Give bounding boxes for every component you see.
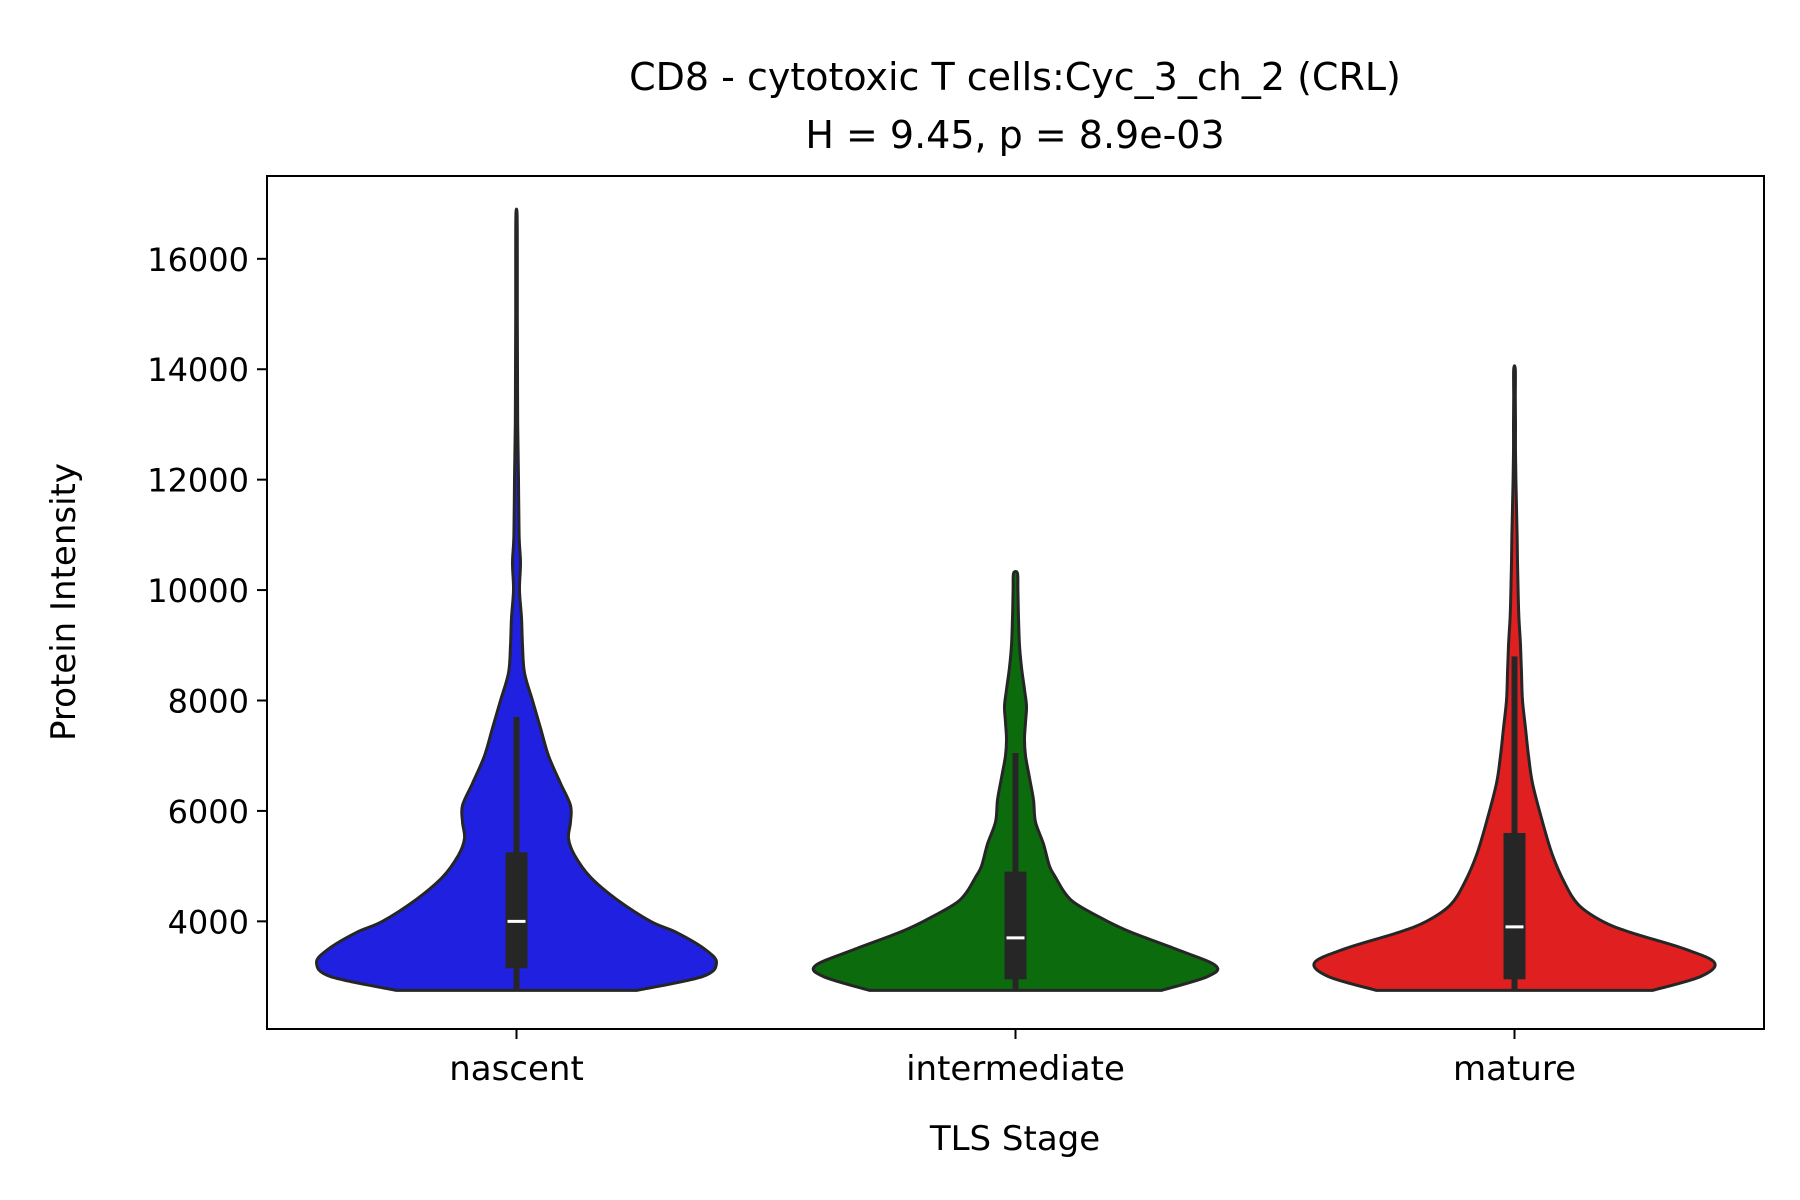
- violin-mature: [1312, 364, 1717, 992]
- x-tick-label-intermediate: intermediate: [906, 1049, 1125, 1089]
- x-tick-label-nascent: nascent: [449, 1049, 584, 1089]
- violin-intermediate: [811, 570, 1220, 992]
- y-axis-label: Protein Intensity: [44, 463, 84, 741]
- x-axis: nascent intermediate mature: [449, 1029, 1576, 1089]
- y-tick-label: 10000: [147, 572, 249, 610]
- iqr-box: [505, 852, 528, 969]
- violin-body: [315, 207, 718, 992]
- violin-nascent: [315, 207, 718, 992]
- y-axis: 4000 6000 8000 10000 12000 14000 16000: [147, 241, 267, 941]
- y-tick-label: 8000: [168, 682, 249, 720]
- chart-subtitle: H = 9.45, p = 8.9e-03: [805, 113, 1224, 157]
- y-tick-label: 6000: [168, 793, 249, 831]
- iqr-box: [1004, 871, 1027, 980]
- x-axis-label: TLS Stage: [929, 1119, 1100, 1159]
- chart-title: CD8 - cytotoxic T cells:Cyc_3_ch_2 (CRL): [629, 55, 1401, 99]
- iqr-box: [1503, 833, 1526, 980]
- y-tick-label: 4000: [168, 903, 249, 941]
- plot-area: [315, 207, 1717, 992]
- y-tick-label: 14000: [147, 351, 249, 389]
- y-tick-label: 16000: [147, 241, 249, 279]
- y-tick-label: 12000: [147, 462, 249, 500]
- x-tick-label-mature: mature: [1453, 1049, 1576, 1089]
